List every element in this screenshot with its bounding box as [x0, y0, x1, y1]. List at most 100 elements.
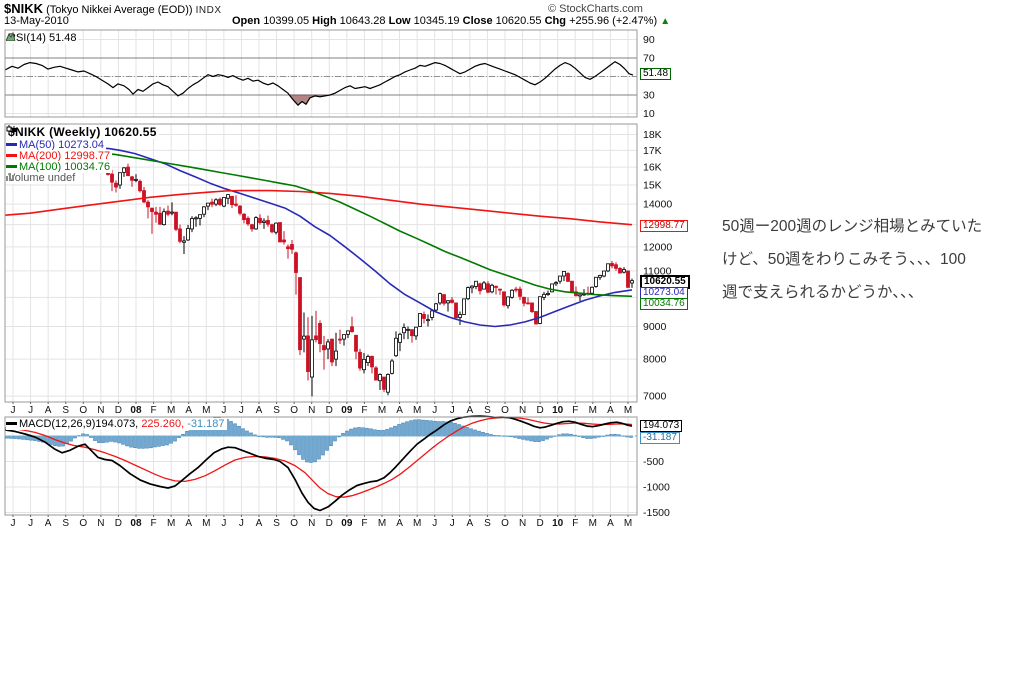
candle-body — [466, 287, 470, 300]
month-label: A — [45, 405, 52, 416]
macd-histogram-bar — [389, 427, 393, 437]
candle-body — [506, 296, 510, 307]
candle-body — [286, 246, 290, 250]
candle-body — [486, 283, 490, 293]
high-value: 10643.28 — [339, 15, 386, 27]
candle-body — [386, 374, 390, 393]
ma100-swatch-icon — [6, 165, 17, 168]
month-label: F — [361, 518, 367, 529]
macd-histogram-bar — [145, 435, 149, 449]
month-label: J — [239, 405, 244, 416]
price-ytick: 8000 — [643, 354, 667, 366]
macd-histogram-bar — [477, 430, 481, 437]
symbol-name: (Tokyo Nikkei Average (EOD)) — [43, 4, 196, 16]
month-label: J — [450, 405, 455, 416]
month-label: F — [151, 405, 157, 416]
candle-body — [138, 180, 142, 192]
candle-body — [154, 211, 158, 215]
candle-body — [238, 205, 242, 214]
candle-body — [250, 224, 254, 230]
candle-body — [134, 178, 138, 181]
ma-line-1 — [4, 189, 633, 226]
candle-body — [318, 323, 322, 344]
macd-histogram-bar — [413, 419, 417, 437]
month-label: M — [413, 518, 421, 529]
candle-body — [526, 302, 530, 305]
macd-histogram-bar — [417, 419, 421, 437]
month-label: M — [624, 405, 632, 416]
month-label: 08 — [130, 518, 142, 529]
candle-body — [502, 291, 506, 306]
month-label: S — [273, 518, 280, 529]
ma100-value-tag: 10034.76 — [640, 298, 688, 310]
candle-body — [394, 337, 398, 357]
candle-body — [190, 218, 194, 230]
macd-histogram-bar — [557, 434, 561, 437]
macd-histogram-bar — [381, 430, 385, 437]
month-label: A — [45, 518, 52, 529]
macd-histogram-bar — [149, 435, 153, 449]
macd-histogram-bar — [537, 435, 541, 443]
macd-histogram-bar — [517, 435, 521, 439]
macd-histogram-bar — [117, 435, 121, 444]
candle-body — [246, 217, 250, 225]
macd-histogram-bar — [185, 430, 189, 437]
candle-body — [562, 270, 566, 277]
candle-body — [430, 310, 434, 318]
candle-body — [242, 213, 246, 221]
candle-body — [350, 326, 354, 332]
candle-body — [442, 294, 446, 304]
macd-histogram-bar — [305, 435, 309, 463]
candle-body — [570, 280, 574, 293]
macd-histogram-bar — [425, 420, 429, 437]
macd-histogram-bar — [365, 427, 369, 437]
candle-body — [110, 173, 114, 183]
macd-histogram-bar — [169, 435, 173, 444]
candle-body — [546, 293, 550, 295]
macd-histogram-bar — [297, 435, 301, 456]
ma200-legend: MA(200) 12998.77 — [6, 150, 113, 162]
candle-body — [322, 345, 326, 351]
month-label: M — [589, 405, 597, 416]
candle-body — [478, 283, 482, 292]
candle-body — [378, 374, 382, 382]
month-label: F — [572, 518, 578, 529]
macd-histogram-bar — [441, 421, 445, 437]
candle-body — [158, 212, 162, 225]
month-label: A — [396, 405, 403, 416]
candle-body — [170, 211, 174, 214]
macd-histogram-bar — [353, 427, 357, 437]
chart-canvas: J J A S O N D 08 F M A M J J A S O N D 09 F M A M J J A S O N D 10 F M A MJ… — [4, 29, 672, 529]
candle-body — [182, 240, 186, 243]
month-label: A — [256, 518, 263, 529]
candle-body — [390, 360, 394, 374]
low-value: 10345.19 — [413, 15, 460, 27]
month-label: N — [519, 518, 526, 529]
macd-histogram-bar — [17, 435, 21, 440]
candle-body — [490, 284, 494, 293]
candle-body — [314, 335, 318, 341]
macd-histogram-bar — [141, 435, 145, 449]
candle-body — [146, 201, 150, 208]
candle-body — [514, 288, 518, 291]
macd-histogram-bar — [357, 427, 361, 437]
month-label: A — [607, 405, 614, 416]
macd-histogram-bar — [313, 435, 317, 463]
candle-body — [358, 351, 362, 369]
candle-body — [370, 355, 374, 368]
candle-body — [290, 244, 294, 250]
ma50-legend: MA(50) 10273.04 — [6, 139, 106, 151]
month-label: N — [97, 518, 104, 529]
candle-body — [462, 298, 466, 315]
candle-body — [142, 190, 146, 203]
candle-body — [522, 296, 526, 304]
candle-body — [330, 338, 334, 363]
candle-body — [206, 202, 210, 207]
price-ytick: 7000 — [643, 391, 667, 403]
macd-histogram-bar — [617, 434, 621, 437]
month-label: J — [221, 518, 226, 529]
macd-histogram-bar — [285, 435, 289, 442]
candle-body — [174, 211, 178, 230]
month-label: J — [239, 518, 244, 529]
macd-histogram-bar — [481, 431, 485, 437]
